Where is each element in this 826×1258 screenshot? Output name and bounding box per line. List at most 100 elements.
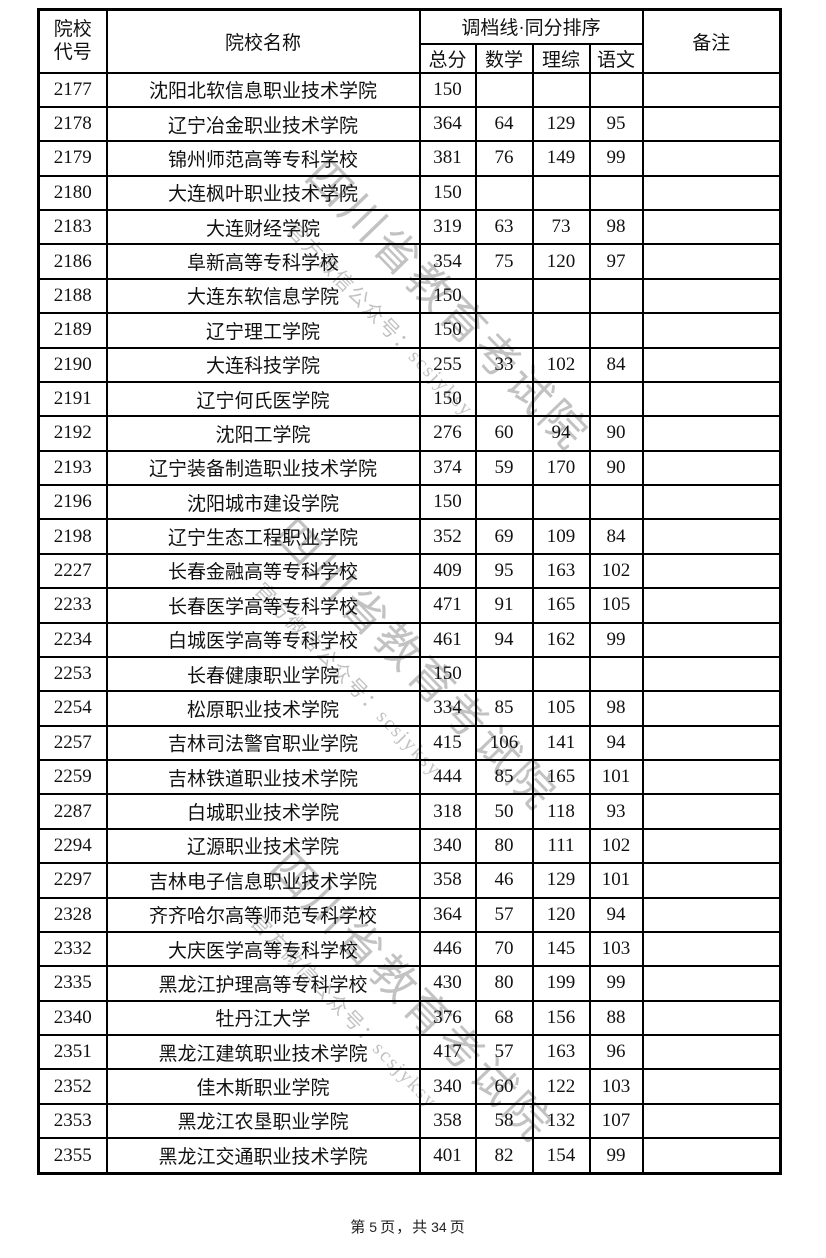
table-row: 2352 佳木斯职业学院 340 60 122 103: [37, 1068, 782, 1105]
science-score-cell: 129: [531, 862, 591, 899]
remark-cell: [641, 999, 782, 1037]
chinese-score-cell: 93: [588, 793, 644, 830]
table-row: 2351 黑龙江建筑职业技术学院 417 57 163 96: [37, 1033, 782, 1071]
chinese-score-cell: 84: [588, 518, 644, 555]
remark-cell: [641, 587, 782, 624]
math-score-cell: 69: [474, 518, 534, 555]
table-row: 2257 吉林司法警官职业学院 415 106 141 94: [37, 724, 782, 762]
remark-cell: [641, 277, 782, 315]
remark-cell: [641, 483, 782, 521]
total-score-cell: 409: [418, 552, 477, 590]
table-row: 2335 黑龙江护理高等专科学校 430 80 199 99: [37, 965, 782, 1002]
chinese-score-cell: 101: [588, 862, 644, 899]
math-score-cell: 70: [474, 930, 534, 968]
remark-cell: [641, 758, 782, 796]
science-score-cell: 149: [531, 140, 591, 177]
chinese-score-cell: 99: [588, 1137, 644, 1175]
college-code-cell: 2180: [37, 174, 108, 212]
total-score-cell: 255: [418, 346, 477, 383]
footer-prefix: 第: [350, 1220, 367, 1236]
college-name-cell: 吉林铁道职业技术学院: [105, 758, 421, 796]
chinese-score-cell: [588, 277, 644, 315]
footer-page-number: 5: [369, 1219, 378, 1235]
college-code-cell: 2353: [37, 1102, 108, 1140]
college-name-cell: 黑龙江交通职业技术学院: [105, 1137, 421, 1175]
remark-cell: [641, 862, 782, 899]
math-score-cell: 106: [474, 724, 534, 762]
science-score-cell: 165: [531, 587, 591, 624]
college-code-cell: 2198: [37, 518, 108, 555]
math-score-cell: 75: [474, 243, 534, 280]
college-code-cell: 2253: [37, 655, 108, 693]
total-score-cell: 415: [418, 724, 477, 762]
total-score-cell: 446: [418, 930, 477, 968]
table-body: 2177 沈阳北软信息职业技术学院 150 2178 辽宁冶金职业技术学院 364 64 12…: [37, 71, 782, 1175]
table-row: 2332 大庆医学高等专科学校 446 70 145 103: [37, 930, 782, 968]
college-code-cell: 2192: [37, 415, 108, 452]
table-row: 2353 黑龙江农垦职业学院 358 58 132 107: [37, 1102, 782, 1140]
table-row: 2186 阜新高等专科学校 354 75 120 97: [37, 243, 782, 280]
math-score-cell: [474, 312, 534, 349]
total-score-cell: 318: [418, 793, 477, 830]
college-name-cell: 辽宁生态工程职业学院: [105, 518, 421, 555]
science-score-cell: [531, 277, 591, 315]
table-row: 2253 长春健康职业学院 150: [37, 655, 782, 693]
chinese-score-cell: 102: [588, 552, 644, 590]
table-row: 2183 大连财经学院 319 63 73 98: [37, 208, 782, 246]
header-chinese-score: 语文: [588, 42, 644, 74]
math-score-cell: [474, 380, 534, 418]
remark-cell: [641, 690, 782, 727]
college-code-cell: 2234: [37, 621, 108, 658]
college-name-cell: 沈阳城市建设学院: [105, 483, 421, 521]
chinese-score-cell: 103: [588, 930, 644, 968]
college-name-cell: 长春医学高等专科学校: [105, 587, 421, 624]
table-row: 2178 辽宁冶金职业技术学院 364 64 129 95: [37, 105, 782, 143]
admission-score-table: 院校 代号 院校名称 调档线·同分排序 备注 总分 数学 理综 语文 2177 沈…: [37, 8, 783, 1175]
total-score-cell: 354: [418, 243, 477, 280]
remark-cell: [641, 71, 782, 108]
table-row: 2196 沈阳城市建设学院 150: [37, 483, 782, 521]
table-row: 2355 黑龙江交通职业技术学院 401 82 154 99: [37, 1137, 782, 1175]
college-name-cell: 吉林电子信息职业技术学院: [105, 862, 421, 899]
table-row: 2189 辽宁理工学院 150: [37, 312, 782, 349]
science-score-cell: 145: [531, 930, 591, 968]
total-score-cell: 150: [418, 655, 477, 693]
college-code-cell: 2183: [37, 208, 108, 246]
table-row: 2233 长春医学高等专科学校 471 91 165 105: [37, 587, 782, 624]
science-score-cell: 120: [531, 243, 591, 280]
math-score-cell: [474, 483, 534, 521]
table-row: 2180 大连枫叶职业技术学院 150: [37, 174, 782, 212]
total-score-cell: 340: [418, 827, 477, 865]
college-name-cell: 锦州师范高等专科学校: [105, 140, 421, 177]
remark-cell: [641, 1137, 782, 1175]
college-code-cell: 2335: [37, 965, 108, 1002]
college-code-cell: 2259: [37, 758, 108, 796]
college-code-cell: 2177: [37, 71, 108, 108]
table-row: 2192 沈阳工学院 276 60 94 90: [37, 415, 782, 452]
total-score-cell: 401: [418, 1137, 477, 1175]
table-row: 2259 吉林铁道职业技术学院 444 85 165 101: [37, 758, 782, 796]
college-code-cell: 2352: [37, 1068, 108, 1105]
science-score-cell: 111: [531, 827, 591, 865]
total-score-cell: 364: [418, 105, 477, 143]
college-name-cell: 齐齐哈尔高等师范专科学校: [105, 896, 421, 933]
science-score-cell: [531, 483, 591, 521]
page-footer: 第 5 页，共 34 页: [37, 1216, 779, 1237]
science-score-cell: 163: [531, 552, 591, 590]
table-row: 2179 锦州师范高等专科学校 381 76 149 99: [37, 140, 782, 177]
table-row: 2287 白城职业技术学院 318 50 118 93: [37, 793, 782, 830]
math-score-cell: 46: [474, 862, 534, 899]
total-score-cell: 358: [418, 862, 477, 899]
college-name-cell: 长春金融高等专科学校: [105, 552, 421, 590]
college-name-cell: 黑龙江护理高等专科学校: [105, 965, 421, 1002]
chinese-score-cell: 99: [588, 140, 644, 177]
chinese-score-cell: 98: [588, 690, 644, 727]
remark-cell: [641, 621, 782, 658]
chinese-score-cell: 98: [588, 208, 644, 246]
college-name-cell: 辽源职业技术学院: [105, 827, 421, 865]
college-code-cell: 2186: [37, 243, 108, 280]
math-score-cell: 68: [474, 999, 534, 1037]
header-remark: 备注: [641, 8, 782, 74]
table-row: 2198 辽宁生态工程职业学院 352 69 109 84: [37, 518, 782, 555]
remark-cell: [641, 380, 782, 418]
